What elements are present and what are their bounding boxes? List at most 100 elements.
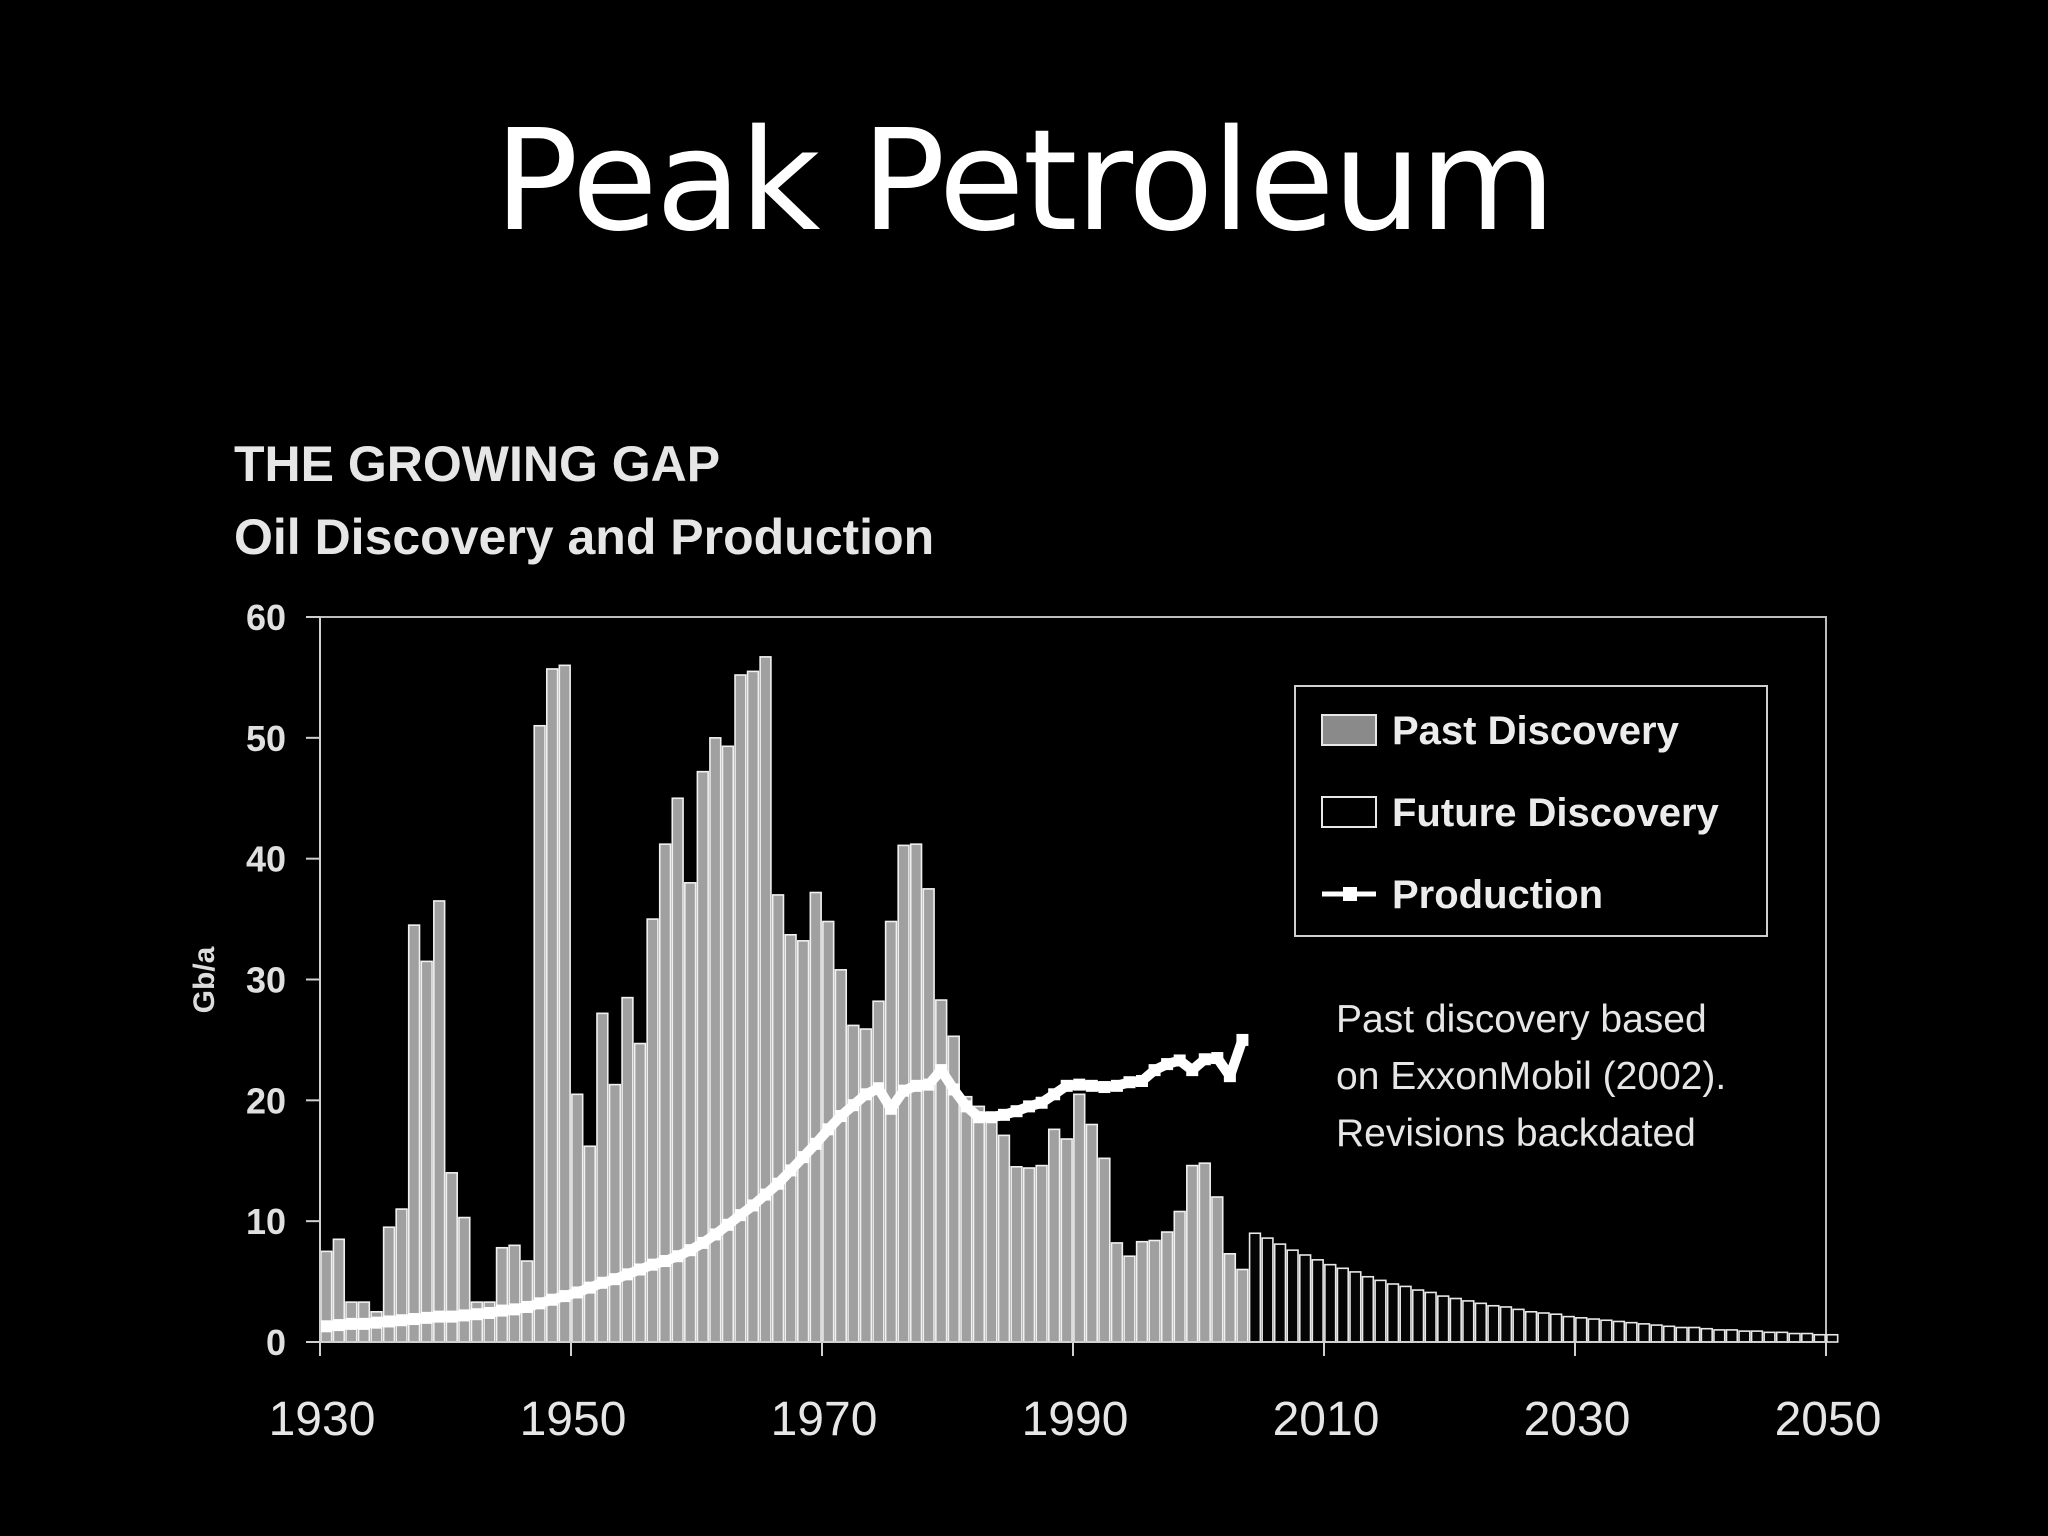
past-discovery-bar [1186,1164,1199,1343]
legend-swatch-production-marker [1343,887,1357,901]
past-discovery-bar [1035,1164,1048,1343]
production-point [972,1111,985,1124]
past-discovery-bar [608,1083,622,1343]
production-point [445,1310,458,1323]
future-discovery-bar [1524,1310,1538,1343]
future-discovery-bar [1600,1319,1613,1343]
future-discovery-bar [1725,1329,1739,1343]
production-point [721,1218,734,1231]
past-discovery-bar [935,999,948,1343]
production-point [634,1263,647,1276]
past-discovery-bar [633,1042,647,1343]
production-point [797,1151,810,1164]
production-point [345,1317,358,1330]
past-discovery-bar [922,888,935,1343]
past-discovery-bar [1085,1123,1099,1343]
future-discovery-bar [1662,1325,1676,1343]
production-point [1211,1052,1224,1065]
annotation-line: Past discovery based [1336,998,1707,1041]
past-discovery-bar [872,1000,885,1343]
legend-swatch-past [1321,714,1377,746]
past-discovery-bar [1135,1240,1149,1343]
x-tick-label: 1930 [269,1393,376,1446]
production-point [1236,1033,1249,1046]
future-discovery-bar [1474,1302,1488,1343]
production-point [1035,1096,1048,1109]
production-point [483,1307,496,1319]
past-discovery-bar [1110,1242,1124,1343]
past-discovery-bar [407,924,421,1343]
future-discovery-bar [1349,1271,1362,1343]
legend-label: Past Discovery [1392,709,1680,753]
past-discovery-bar [495,1246,509,1343]
production-point [546,1293,559,1306]
slide-title: Peak Petroleum [494,100,1556,263]
future-discovery-bar [1575,1317,1588,1343]
past-discovery-bar [997,1134,1011,1343]
x-tick-label: 2050 [1775,1393,1882,1446]
past-discovery-bar [1198,1162,1211,1343]
production-point [495,1304,508,1317]
production-point [809,1137,822,1150]
past-discovery-bar [884,920,898,1343]
future-discovery-bar [1788,1332,1801,1343]
production-point [1136,1075,1149,1087]
past-discovery-bar [759,656,772,1343]
future-discovery-bar [1386,1283,1400,1343]
future-discovery-bar [1775,1331,1789,1343]
y-tick-label: 20 [246,1080,286,1121]
past-discovery-bar [470,1301,484,1343]
future-discovery-bar [1273,1243,1287,1343]
production-point [847,1099,860,1112]
past-discovery-bar [1098,1157,1111,1343]
production-point [684,1244,697,1257]
production-point [897,1084,910,1097]
production-point [784,1164,797,1177]
future-discovery-bar [1374,1279,1387,1343]
chart-subtitle: Oil Discovery and Production [234,509,935,565]
production-point [1223,1070,1236,1083]
past-discovery-bar [1073,1093,1086,1343]
production-point [1060,1079,1073,1092]
production-point [960,1100,973,1113]
past-discovery-bar [1160,1231,1174,1343]
future-discovery-bar [1437,1295,1450,1343]
past-discovery-bar [1236,1268,1249,1343]
past-discovery-bar [508,1244,521,1343]
future-discovery-bar [1826,1333,1839,1343]
future-discovery-bar [1587,1318,1601,1343]
past-discovery-bar [596,1012,609,1343]
production-point [997,1108,1010,1121]
future-discovery-bar [1688,1326,1701,1343]
future-discovery-bar [1625,1321,1638,1343]
past-discovery-bar [734,674,747,1343]
past-discovery-bar [796,940,810,1343]
legend-label: Future Discovery [1392,791,1720,835]
legend-label: Production [1392,873,1603,917]
future-discovery-bar [1324,1263,1337,1343]
production-line [320,1033,1249,1333]
future-discovery-bar [1512,1308,1525,1343]
future-discovery-bar [1424,1291,1437,1343]
production-point [1198,1053,1211,1066]
production-point [822,1123,835,1136]
future-discovery-bar [1261,1237,1274,1343]
production-point [709,1228,722,1241]
future-discovery-bar [1399,1285,1412,1343]
production-point [608,1273,621,1286]
past-discovery-bar [1173,1210,1186,1343]
production-point [332,1319,345,1332]
past-discovery-bar [809,891,822,1343]
production-point [583,1281,596,1294]
past-discovery-bar [458,1216,471,1343]
future-discovery-bar [1286,1249,1299,1343]
future-discovery-bar [1248,1232,1262,1343]
y-tick-label: 50 [246,718,286,759]
past-discovery-bar [834,969,848,1343]
future-discovery-bar [1462,1300,1475,1343]
production-point [420,1311,433,1324]
future-discovery-bar [1738,1330,1751,1343]
past-discovery-bar [1022,1167,1036,1343]
production-point [910,1079,923,1092]
